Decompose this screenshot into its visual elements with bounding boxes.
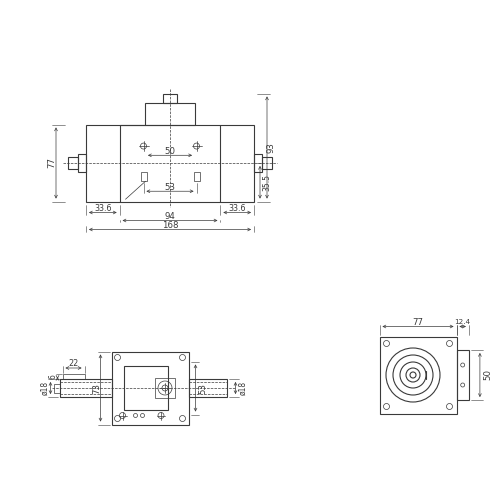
Text: 35.5: 35.5 [262, 174, 272, 190]
Bar [145, 102, 195, 124]
Text: 53: 53 [198, 382, 207, 394]
Text: 33.6: 33.6 [228, 204, 246, 213]
Text: 12.4: 12.4 [454, 320, 471, 326]
Bar [155, 378, 175, 398]
Bar [68, 157, 78, 169]
Text: 53: 53 [164, 182, 175, 192]
Bar [456, 350, 469, 400]
Bar [163, 94, 177, 102]
Text: ø18: ø18 [238, 381, 247, 395]
Text: 77: 77 [48, 158, 56, 168]
Bar [112, 352, 188, 424]
Bar [254, 154, 262, 172]
Text: 50: 50 [484, 370, 492, 380]
Bar [194, 172, 200, 181]
Bar [380, 336, 456, 413]
Bar [54, 384, 60, 392]
Bar [86, 124, 254, 202]
Bar [60, 379, 112, 397]
Text: 77: 77 [412, 318, 424, 327]
Bar [188, 379, 226, 397]
Bar [62, 374, 84, 379]
Text: 33.6: 33.6 [94, 204, 112, 213]
Text: 6: 6 [49, 374, 58, 379]
Text: 50: 50 [164, 147, 175, 156]
Bar [262, 157, 272, 169]
Text: 168: 168 [162, 221, 178, 230]
Bar [78, 154, 86, 172]
Text: 73: 73 [92, 382, 101, 394]
Text: 22: 22 [68, 360, 78, 368]
Bar [140, 172, 146, 181]
Text: 94: 94 [164, 212, 175, 221]
Text: ø18: ø18 [40, 381, 49, 395]
Text: 93: 93 [266, 142, 276, 153]
Bar [124, 366, 168, 410]
